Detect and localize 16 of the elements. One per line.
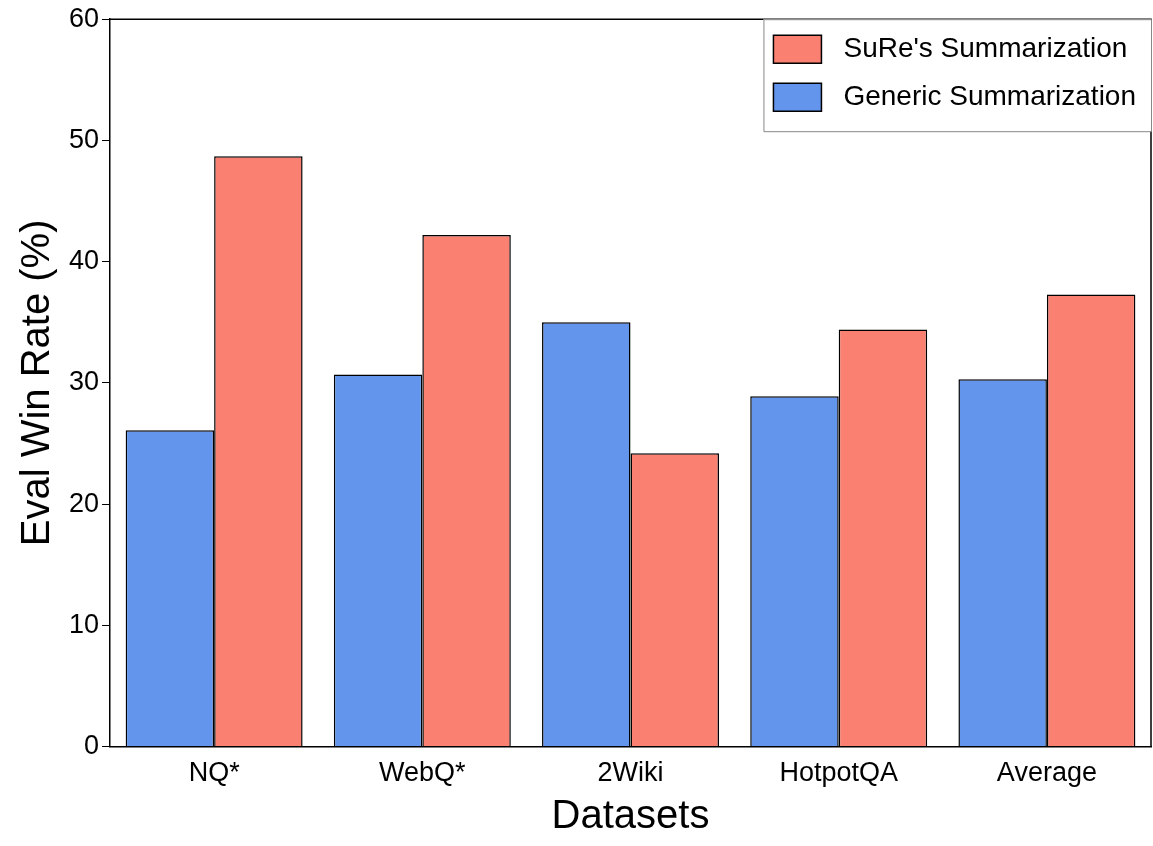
y-tick-label: 60 [68, 2, 100, 33]
legend-label: Generic Summarization [843, 79, 1137, 111]
x-tick-label: WebQ* [379, 757, 467, 788]
x-tick-label: 2Wiki [597, 757, 664, 788]
x-tick-label: NQ* [188, 757, 241, 788]
y-tick-label: 50 [68, 123, 100, 154]
y-tick-label: 10 [68, 608, 100, 639]
y-axis-title: Eval Win Rate (%) [13, 219, 58, 547]
y-tick-label: 30 [68, 366, 100, 397]
legend-label: SuRe's Summarization [843, 31, 1128, 63]
y-tick-label: 40 [68, 245, 100, 276]
y-tick-label: 0 [84, 730, 100, 761]
x-tick-label: HotpotQA [779, 757, 898, 788]
x-tick-label: Average [996, 757, 1097, 788]
y-tick-label: 20 [68, 487, 100, 518]
x-axis-title: Datasets [551, 792, 710, 837]
